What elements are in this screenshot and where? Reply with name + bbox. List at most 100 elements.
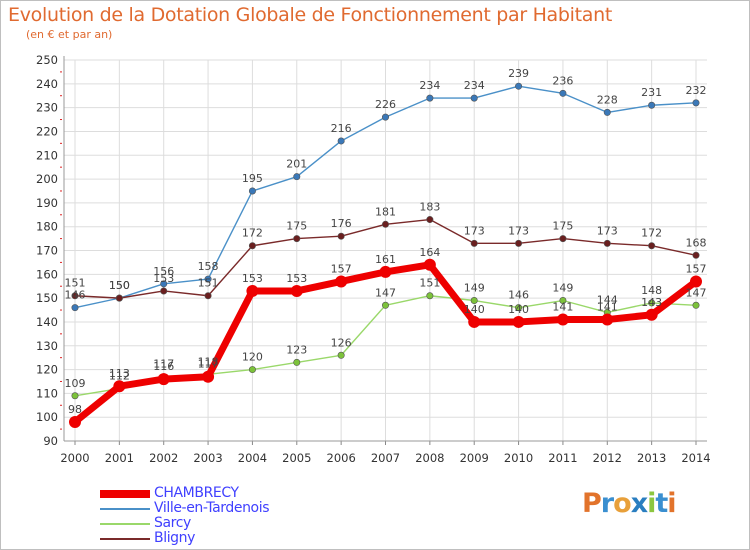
- data-point-sarcy: [648, 299, 656, 307]
- data-label-ville-en-tardenois: 232: [686, 84, 707, 97]
- data-label-ville-en-tardenois: 201: [286, 158, 307, 171]
- data-point-ville-en-tardenois: [470, 94, 478, 102]
- data-label-bligny: 175: [552, 220, 573, 233]
- data-label-bligny: 172: [641, 227, 662, 240]
- logo-letter: i: [667, 488, 676, 519]
- y-tick-label: 130: [36, 339, 58, 353]
- data-point-ville-en-tardenois: [337, 137, 345, 145]
- data-label-sarcy: 151: [419, 277, 440, 290]
- data-point-sarcy: [248, 366, 256, 374]
- y-tick-label: 250: [36, 53, 58, 67]
- data-label-bligny: 151: [198, 277, 219, 290]
- data-point-sarcy: [692, 301, 700, 309]
- data-label-bligny: 150: [109, 279, 130, 292]
- logo-letter: x: [630, 488, 648, 519]
- x-tick-label: 2000: [60, 451, 89, 465]
- y-tick-label: 110: [36, 386, 58, 400]
- data-label-chambrecy: 157: [686, 262, 707, 275]
- data-point-chambrecy: [601, 313, 614, 326]
- data-label-ville-en-tardenois: 226: [375, 98, 396, 111]
- data-label-bligny: 173: [597, 224, 618, 237]
- data-point-sarcy: [515, 304, 523, 312]
- data-point-sarcy: [71, 392, 79, 400]
- data-point-bligny: [559, 235, 567, 243]
- data-point-bligny: [115, 294, 123, 302]
- data-point-bligny: [293, 235, 301, 243]
- data-label-sarcy: 109: [65, 377, 86, 390]
- x-tick-label: 2013: [637, 451, 666, 465]
- data-point-sarcy: [293, 358, 301, 366]
- y-tick-label: 190: [36, 196, 58, 210]
- data-point-chambrecy: [69, 415, 81, 428]
- data-point-chambrecy: [335, 275, 348, 288]
- data-point-chambrecy: [690, 275, 702, 288]
- data-point-sarcy: [381, 301, 389, 309]
- data-point-chambrecy: [512, 315, 525, 328]
- y-tick-label: 150: [36, 291, 58, 305]
- data-point-ville-en-tardenois: [248, 187, 256, 195]
- chart-subtitle: (en € et par an): [26, 28, 113, 41]
- data-point-chambrecy: [157, 373, 170, 386]
- data-point-sarcy: [559, 297, 567, 305]
- data-label-chambrecy: 140: [508, 303, 529, 316]
- data-point-ville-en-tardenois: [603, 108, 611, 116]
- y-tick-label: 180: [36, 220, 58, 234]
- data-label-ville-en-tardenois: 216: [331, 122, 352, 135]
- logo-letter: t: [655, 488, 668, 519]
- data-label-bligny: 175: [286, 220, 307, 233]
- data-label-chambrecy: 117: [198, 358, 219, 371]
- data-point-ville-en-tardenois: [293, 173, 301, 181]
- data-point-chambrecy: [113, 380, 126, 393]
- x-tick-label: 2001: [105, 451, 134, 465]
- y-tick-label: 100: [36, 410, 58, 424]
- x-tick-label: 2005: [282, 451, 311, 465]
- data-label-chambrecy: 143: [641, 296, 662, 309]
- legend-label-sarcy: Sarcy: [154, 515, 191, 531]
- data-point-ville-en-tardenois: [559, 89, 567, 97]
- data-label-sarcy: 126: [331, 336, 352, 349]
- data-label-bligny: 173: [464, 224, 485, 237]
- data-point-sarcy: [470, 297, 478, 305]
- y-tick-label: 90: [43, 434, 58, 448]
- data-label-ville-en-tardenois: 239: [508, 67, 529, 80]
- logo-letter: i: [647, 488, 656, 519]
- data-point-ville-en-tardenois: [692, 99, 700, 107]
- legend-label-bligny: Bligny: [154, 530, 196, 546]
- data-label-ville-en-tardenois: 150: [109, 279, 130, 292]
- data-point-sarcy: [426, 292, 434, 300]
- x-tick-label: 2014: [681, 451, 710, 465]
- x-tick-label: 2002: [149, 451, 178, 465]
- data-label-chambrecy: 113: [109, 367, 130, 380]
- data-point-bligny: [204, 292, 212, 300]
- data-label-chambrecy: 164: [419, 246, 440, 259]
- data-label-sarcy: 149: [464, 282, 485, 295]
- y-tick-label: 170: [36, 244, 58, 258]
- y-tick-label: 240: [36, 77, 58, 91]
- data-point-bligny: [248, 242, 256, 250]
- logo-letter: P: [582, 488, 602, 519]
- data-label-bligny: 153: [153, 272, 174, 285]
- data-label-sarcy: 112: [109, 370, 130, 383]
- data-label-sarcy: 146: [508, 289, 529, 302]
- data-point-bligny: [692, 251, 700, 259]
- data-label-sarcy: 147: [375, 286, 396, 299]
- y-tick-label: 210: [36, 148, 58, 162]
- data-point-chambrecy: [202, 370, 215, 383]
- logo-letter: r: [600, 488, 614, 519]
- x-tick-label: 2012: [593, 451, 622, 465]
- legend-label-chambrecy: CHAMBRECY: [154, 485, 239, 501]
- y-tick-label: 140: [36, 315, 58, 329]
- data-point-bligny: [426, 216, 434, 224]
- legend-swatch-chambrecy: [100, 490, 150, 498]
- data-point-bligny: [337, 232, 345, 240]
- chart-title: Evolution de la Dotation Globale de Fonc…: [8, 4, 613, 26]
- data-label-bligny: 151: [65, 277, 86, 290]
- data-label-bligny: 173: [508, 224, 529, 237]
- data-label-sarcy: 149: [552, 282, 573, 295]
- x-tick-label: 2008: [415, 451, 444, 465]
- data-point-ville-en-tardenois: [71, 304, 79, 312]
- data-label-bligny: 172: [242, 227, 263, 240]
- data-label-sarcy: 123: [286, 343, 307, 356]
- data-label-ville-en-tardenois: 146: [65, 289, 86, 302]
- data-label-chambrecy: 161: [375, 253, 396, 266]
